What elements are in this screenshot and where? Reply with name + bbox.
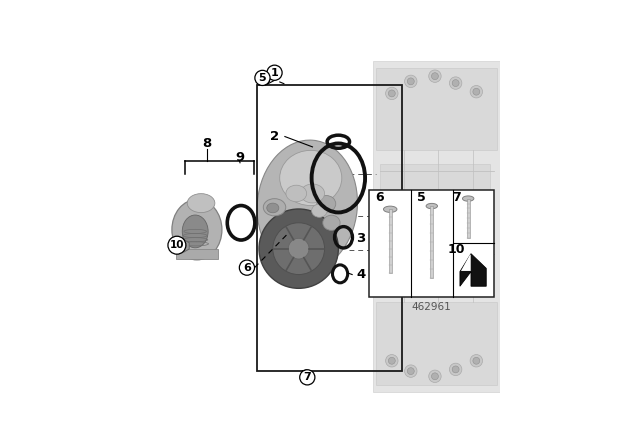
Ellipse shape xyxy=(286,185,307,202)
Text: 5: 5 xyxy=(417,191,426,204)
Circle shape xyxy=(429,370,441,383)
Circle shape xyxy=(407,368,414,375)
Circle shape xyxy=(452,80,459,86)
Text: 1: 1 xyxy=(271,68,278,78)
Circle shape xyxy=(239,260,255,275)
Circle shape xyxy=(255,70,270,86)
Ellipse shape xyxy=(280,151,342,206)
Ellipse shape xyxy=(257,140,358,271)
Polygon shape xyxy=(461,255,471,271)
Ellipse shape xyxy=(323,215,340,230)
Circle shape xyxy=(300,370,315,385)
Circle shape xyxy=(273,223,324,275)
Circle shape xyxy=(431,73,438,80)
Circle shape xyxy=(470,354,483,367)
Circle shape xyxy=(289,238,309,259)
Ellipse shape xyxy=(383,206,397,212)
Circle shape xyxy=(431,373,438,380)
Bar xyxy=(376,68,497,151)
Circle shape xyxy=(449,363,462,375)
Circle shape xyxy=(452,366,459,373)
Ellipse shape xyxy=(463,196,474,201)
Circle shape xyxy=(259,209,339,289)
Bar xyxy=(380,164,490,289)
Bar xyxy=(369,190,493,297)
Text: 3: 3 xyxy=(356,232,365,245)
Text: 10: 10 xyxy=(447,243,465,256)
Circle shape xyxy=(429,70,441,82)
Text: 7: 7 xyxy=(452,191,460,204)
Bar xyxy=(376,302,497,385)
Circle shape xyxy=(377,220,389,233)
Text: 5: 5 xyxy=(259,73,266,83)
Circle shape xyxy=(473,358,480,364)
Circle shape xyxy=(388,90,396,97)
Text: 7: 7 xyxy=(303,372,311,382)
Ellipse shape xyxy=(188,194,215,213)
Circle shape xyxy=(404,365,417,377)
Circle shape xyxy=(386,354,398,367)
Text: 4: 4 xyxy=(356,268,365,281)
Bar xyxy=(467,198,470,238)
Ellipse shape xyxy=(263,198,285,216)
Circle shape xyxy=(404,75,417,87)
Circle shape xyxy=(407,78,414,85)
Polygon shape xyxy=(460,254,486,286)
Text: 2: 2 xyxy=(270,130,279,143)
Circle shape xyxy=(386,87,398,99)
Text: 9: 9 xyxy=(236,151,244,164)
Bar xyxy=(431,206,433,278)
Bar xyxy=(373,60,500,392)
Text: 8: 8 xyxy=(202,137,211,150)
Text: 6: 6 xyxy=(243,263,251,273)
Ellipse shape xyxy=(172,199,222,260)
Bar xyxy=(176,250,218,259)
Circle shape xyxy=(388,358,396,364)
Circle shape xyxy=(380,223,387,230)
Ellipse shape xyxy=(426,203,438,209)
Circle shape xyxy=(267,65,282,80)
Text: 10: 10 xyxy=(170,240,184,250)
Ellipse shape xyxy=(182,215,208,248)
Circle shape xyxy=(168,236,186,254)
Ellipse shape xyxy=(317,195,336,212)
Bar xyxy=(388,209,392,273)
Text: 462961: 462961 xyxy=(412,302,451,312)
Bar xyxy=(257,85,402,371)
Text: 6: 6 xyxy=(376,191,384,204)
Polygon shape xyxy=(179,240,189,252)
Ellipse shape xyxy=(267,203,279,213)
Ellipse shape xyxy=(312,204,327,217)
Ellipse shape xyxy=(300,184,324,203)
Circle shape xyxy=(449,77,462,89)
Circle shape xyxy=(473,88,480,95)
Circle shape xyxy=(470,86,483,98)
